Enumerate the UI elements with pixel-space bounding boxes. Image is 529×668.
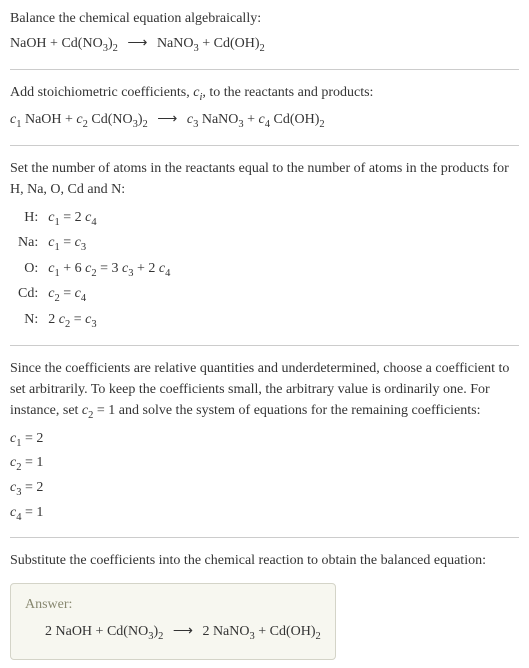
eq-text: Cd(NO [107, 624, 148, 639]
eq-text: + [199, 36, 214, 51]
atom-label: Na: [14, 231, 44, 257]
atom-eq: c1 + 6 c2 = 3 c3 + 2 c4 [44, 257, 174, 283]
atom-label: O: [14, 257, 44, 283]
atom-eq: c2 = c4 [44, 282, 174, 308]
sub: 2 [143, 119, 148, 130]
table-row: H: c1 = 2 c4 [14, 206, 174, 232]
eq-text: Cd(NO [61, 36, 102, 51]
table-row: Na: c1 = c3 [14, 231, 174, 257]
text: , to the reactants and products: [202, 85, 373, 100]
eq-text: + [244, 112, 259, 127]
sub: 3 [81, 242, 86, 253]
eq-text: + [255, 624, 270, 639]
sub: 4 [91, 216, 96, 227]
text: = 3 [97, 261, 122, 276]
eq-text: + [92, 624, 107, 639]
list-item: c3 = 2 [10, 477, 519, 501]
sub: 2 [316, 631, 321, 642]
arrow-icon: ⟶ [127, 33, 147, 54]
eq-text: NaNO [157, 36, 194, 51]
step1-intro: Balance the chemical equation algebraica… [10, 8, 519, 29]
eq-text: Cd(OH) [270, 624, 316, 639]
divider [10, 537, 519, 538]
eq-text: + [47, 36, 62, 51]
atom-eq: c1 = c3 [44, 231, 174, 257]
step4-intro: Since the coefficients are relative quan… [10, 358, 519, 424]
table-row: Cd: c2 = c4 [14, 282, 174, 308]
answer-equation: 2 NaOH + Cd(NO3)2 ⟶ 2 NaNO3 + Cd(OH)2 [25, 621, 321, 645]
eq-text: 2 NaOH [45, 624, 92, 639]
list-item: c1 = 2 [10, 428, 519, 452]
step1-equation: NaOH + Cd(NO3)2 ⟶ NaNO3 + Cd(OH)2 [10, 33, 519, 57]
text: = 1 and solve the system of equations fo… [93, 403, 480, 418]
eq-sub: 2 [113, 43, 118, 54]
eq-text: Cd(OH) [270, 112, 319, 127]
eq-sub: 2 [260, 43, 265, 54]
atom-eq: 2 c2 = c3 [44, 308, 174, 334]
answer-label: Answer: [25, 594, 321, 615]
atom-label: Cd: [14, 282, 44, 308]
sub: 2 [158, 631, 163, 642]
text: = 2 [21, 480, 43, 495]
text: = 1 [21, 505, 43, 520]
step2-intro: Add stoichiometric coefficients, ci, to … [10, 82, 519, 106]
eq-text: Cd(NO [88, 112, 133, 127]
sub: 4 [165, 268, 170, 279]
text: = [60, 286, 75, 301]
atom-label: H: [14, 206, 44, 232]
text: = 2 [21, 431, 43, 446]
eq-text: Cd(OH) [214, 36, 260, 51]
arrow-icon: ⟶ [173, 621, 193, 642]
text: = [70, 312, 85, 327]
eq-text: NaOH [10, 36, 47, 51]
table-row: O: c1 + 6 c2 = 3 c3 + 2 c4 [14, 257, 174, 283]
sub: 3 [91, 319, 96, 330]
answer-box: Answer: 2 NaOH + Cd(NO3)2 ⟶ 2 NaNO3 + Cd… [10, 583, 336, 660]
atom-label: N: [14, 308, 44, 334]
sub: 2 [319, 119, 324, 130]
sub: 4 [81, 293, 86, 304]
list-item: c2 = 1 [10, 452, 519, 476]
step3-intro: Set the number of atoms in the reactants… [10, 158, 519, 200]
divider [10, 69, 519, 70]
divider [10, 145, 519, 146]
text: 2 [48, 312, 59, 327]
text: = 2 [60, 210, 85, 225]
text: Add stoichiometric coefficients, [10, 85, 193, 100]
eq-text: 2 NaNO [202, 624, 249, 639]
eq-text: NaOH [21, 112, 61, 127]
table-row: N: 2 c2 = c3 [14, 308, 174, 334]
text: = 1 [21, 455, 43, 470]
text: = [60, 235, 75, 250]
coefficient-list: c1 = 2 c2 = 1 c3 = 2 c4 = 1 [10, 428, 519, 525]
divider [10, 345, 519, 346]
eq-text: + [62, 112, 77, 127]
atom-equations-table: H: c1 = 2 c4 Na: c1 = c3 O: c1 + 6 c2 = … [14, 206, 174, 334]
atom-eq: c1 = 2 c4 [44, 206, 174, 232]
step5-intro: Substitute the coefficients into the che… [10, 550, 519, 571]
text: + 6 [60, 261, 85, 276]
arrow-icon: ⟶ [157, 109, 177, 130]
eq-text: NaNO [198, 112, 238, 127]
text: + 2 [133, 261, 158, 276]
step2-equation: c1 NaOH + c2 Cd(NO3)2 ⟶ c3 NaNO3 + c4 Cd… [10, 109, 519, 133]
list-item: c4 = 1 [10, 502, 519, 526]
